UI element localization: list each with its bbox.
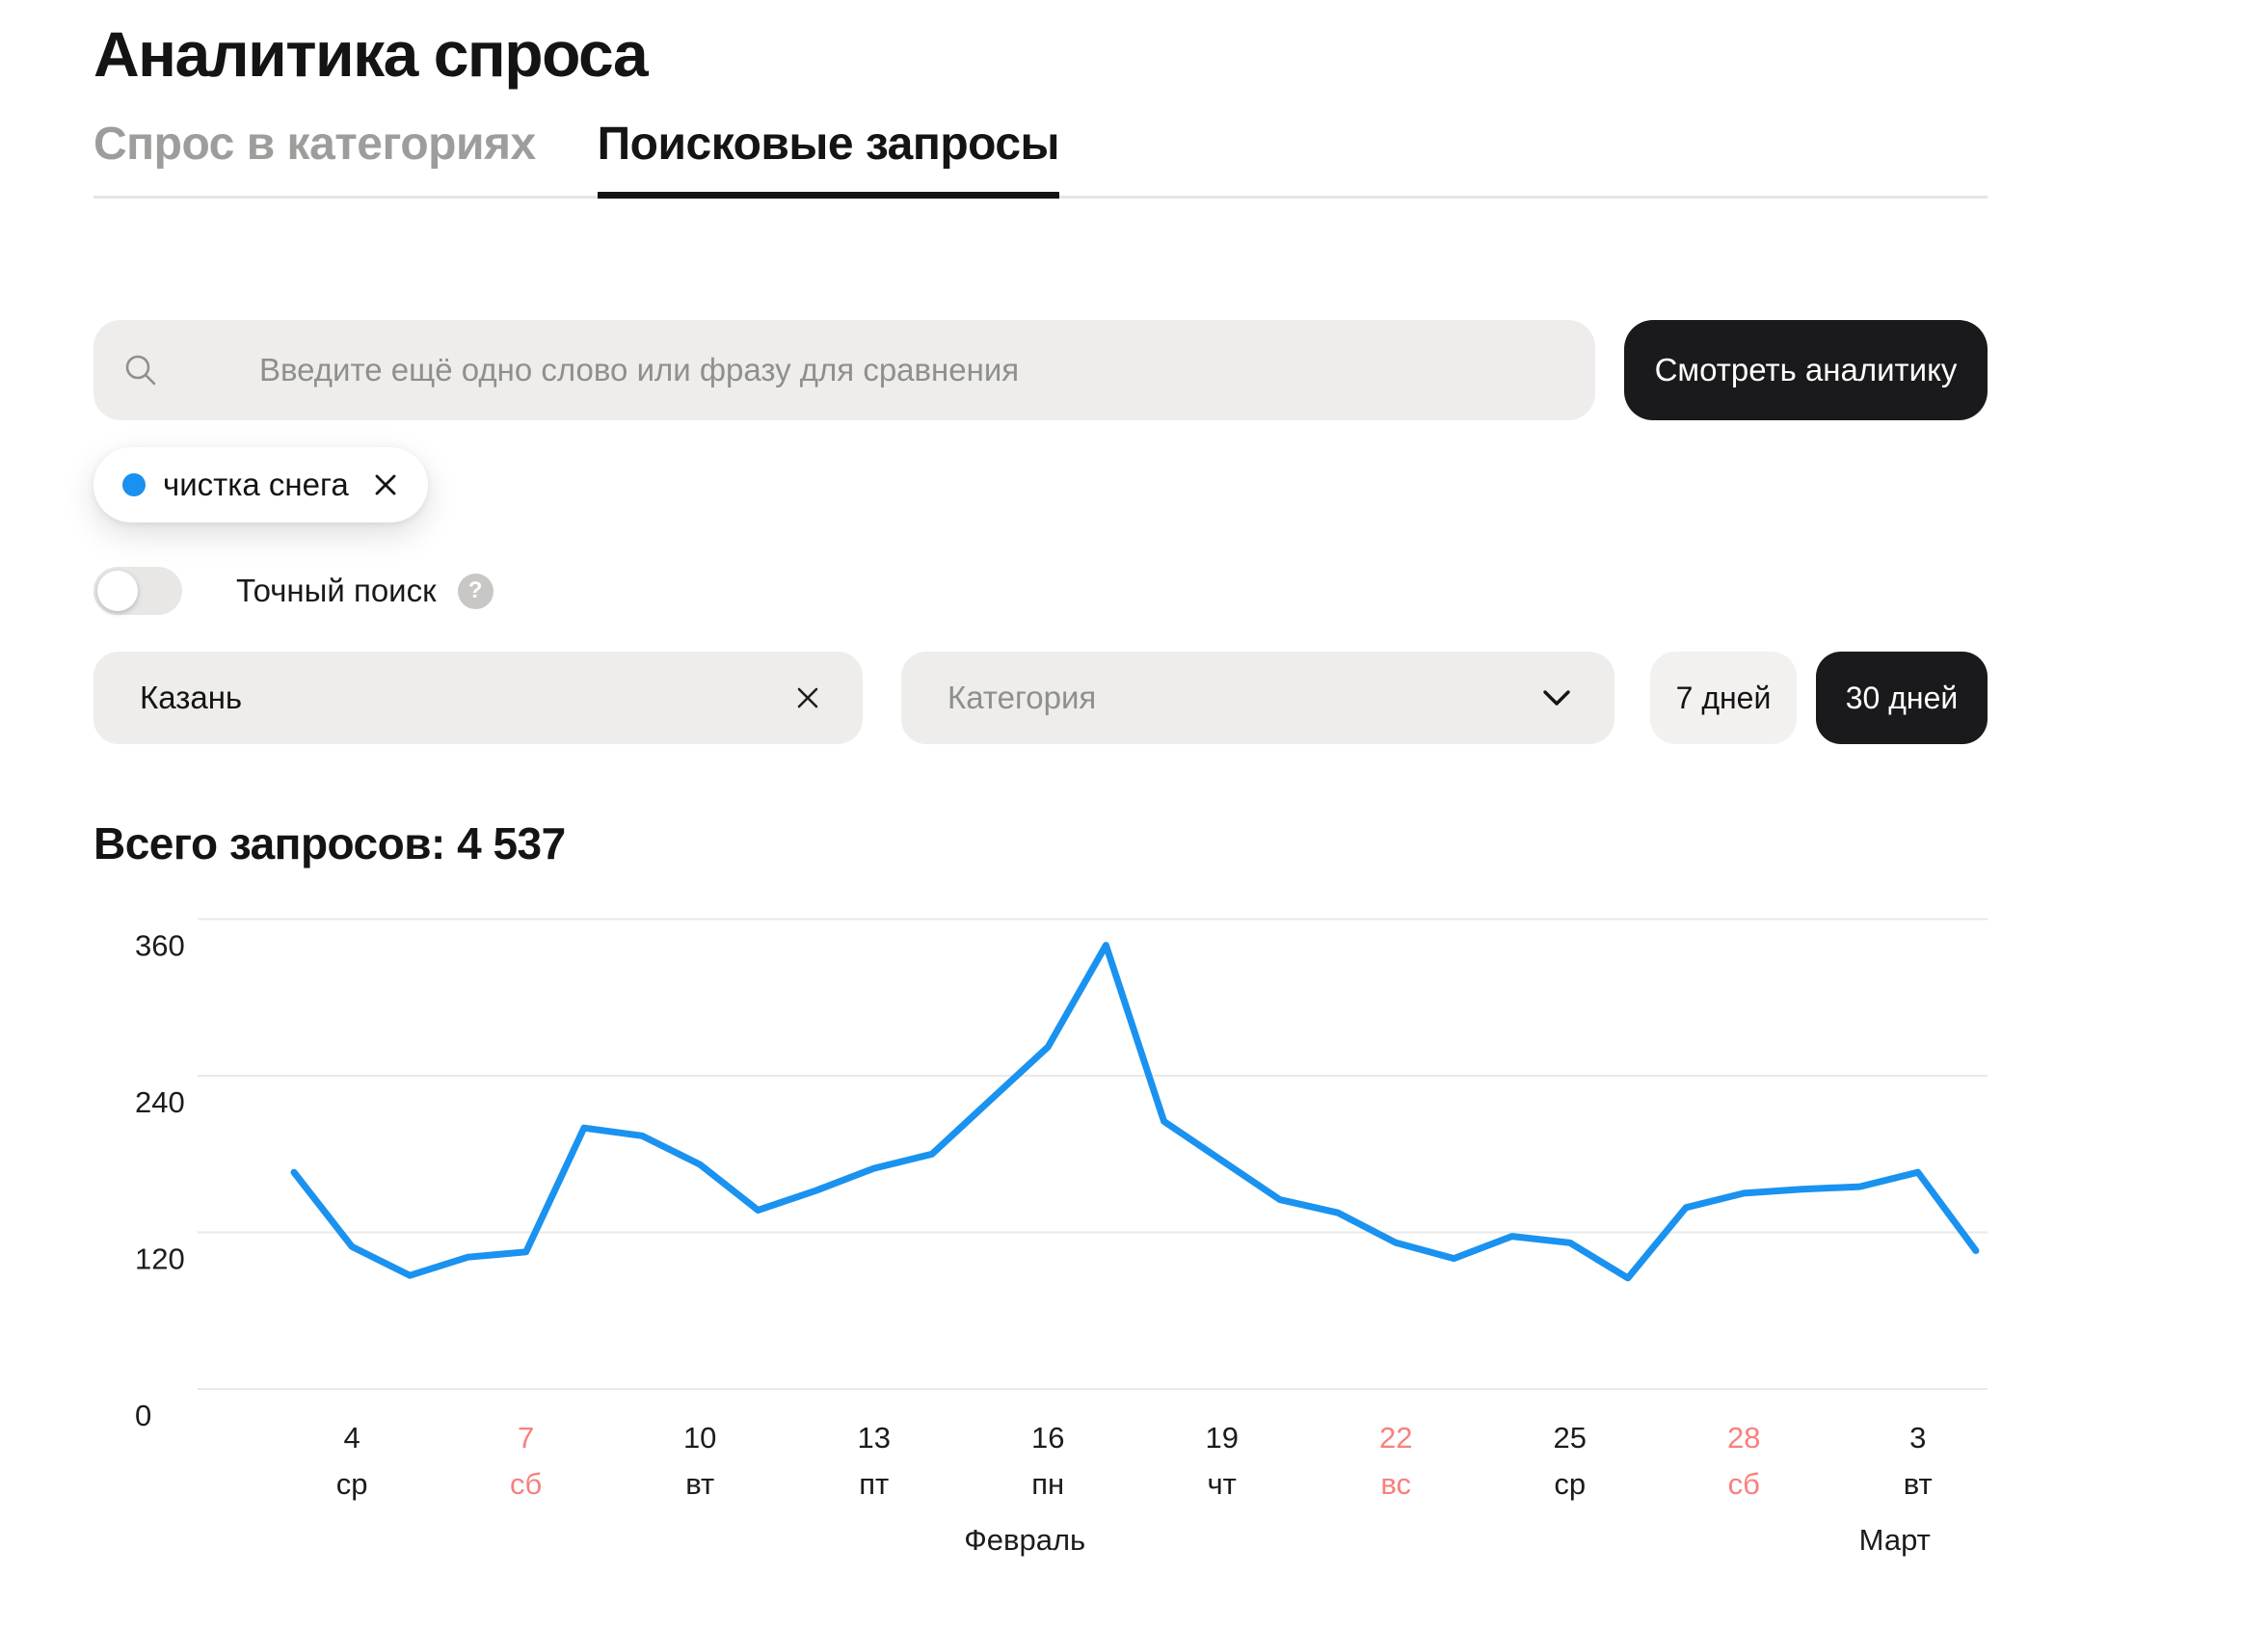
chart-line [290,942,1980,1282]
tab-search-queries[interactable]: Поисковые запросы [597,118,1060,199]
month-label: Февраль [964,1523,1085,1557]
x-tick-day: 16 [1031,1421,1064,1455]
total-queries-label: Всего запросов: [93,818,445,868]
chevron-down-icon [1541,686,1572,709]
month-label: Март [1859,1523,1931,1557]
x-tick-weekday: вс [1380,1467,1411,1501]
exact-search-label: Точный поиск [236,573,437,608]
page-title: Аналитика спроса [93,18,649,90]
x-tick-day: 10 [683,1421,716,1455]
x-tick-weekday: пн [1031,1467,1064,1501]
x-tick-weekday: вт [1904,1467,1933,1501]
query-chip[interactable]: чистка снега [93,447,428,522]
chip-label: чистка снега [163,467,349,502]
x-tick-weekday: сб [1728,1467,1760,1501]
toggle-knob [97,571,138,611]
period-7-days-button[interactable]: 7 дней [1650,652,1797,744]
chip-close-icon[interactable] [372,471,399,498]
chart-x-labels: 4 ср 7 сб 10 вт 13 пт 16 пн 19 чт 22 вс 25 ср 28 сб 3 вт [336,1421,1933,1501]
exact-search-row: Точный поиск ? [93,567,494,615]
x-tick-weekday: пт [859,1467,889,1501]
tab-demand-in-categories[interactable]: Спрос в категориях [93,119,536,170]
category-select[interactable]: Категория [901,652,1614,744]
help-icon[interactable]: ? [457,573,494,609]
search-icon [123,353,158,387]
exact-search-toggle[interactable] [93,567,182,615]
x-tick-day: 7 [518,1421,534,1455]
chart-gridlines [198,918,1988,1390]
search-input[interactable] [93,320,1595,420]
clear-city-icon[interactable] [793,683,822,712]
x-tick-day: 19 [1205,1421,1238,1455]
y-tick-label: 240 [135,1085,185,1119]
x-tick-day: 22 [1379,1421,1412,1455]
tabs: Спрос в категориях Поисковые запросы [93,118,1988,199]
x-tick-day: 28 [1727,1421,1760,1455]
x-tick-day: 13 [857,1421,890,1455]
total-queries-value: 4 537 [457,818,566,868]
period-30-days-button[interactable]: 30 дней [1816,652,1988,744]
x-tick-weekday: чт [1208,1467,1237,1501]
x-tick-day: 25 [1553,1421,1586,1455]
y-tick-label: 120 [135,1242,185,1276]
x-tick-weekday: вт [685,1467,714,1501]
x-tick-day: 4 [344,1421,360,1455]
chip-color-dot [122,473,146,496]
city-input[interactable] [93,680,730,716]
category-placeholder: Категория [947,680,1097,715]
x-tick-weekday: ср [336,1467,368,1501]
city-field[interactable] [93,652,863,744]
y-tick-label: 0 [135,1399,151,1432]
view-analytics-button[interactable]: Смотреть аналитику [1624,320,1988,420]
x-tick-weekday: сб [510,1467,542,1501]
y-tick-label: 360 [135,929,185,963]
chart-y-labels: 0 120 240 360 [135,929,185,1433]
x-tick-day: 3 [1909,1421,1926,1455]
demand-chart: 0 120 240 360 4 ср 7 сб 10 вт 13 пт 16 пн 19 чт 22 вс 25 ср… [135,918,1988,1557]
x-tick-weekday: ср [1554,1467,1586,1501]
chart-month-labels: Февраль Март [964,1523,1931,1557]
total-queries: Всего запросов: 4 537 [93,817,566,869]
